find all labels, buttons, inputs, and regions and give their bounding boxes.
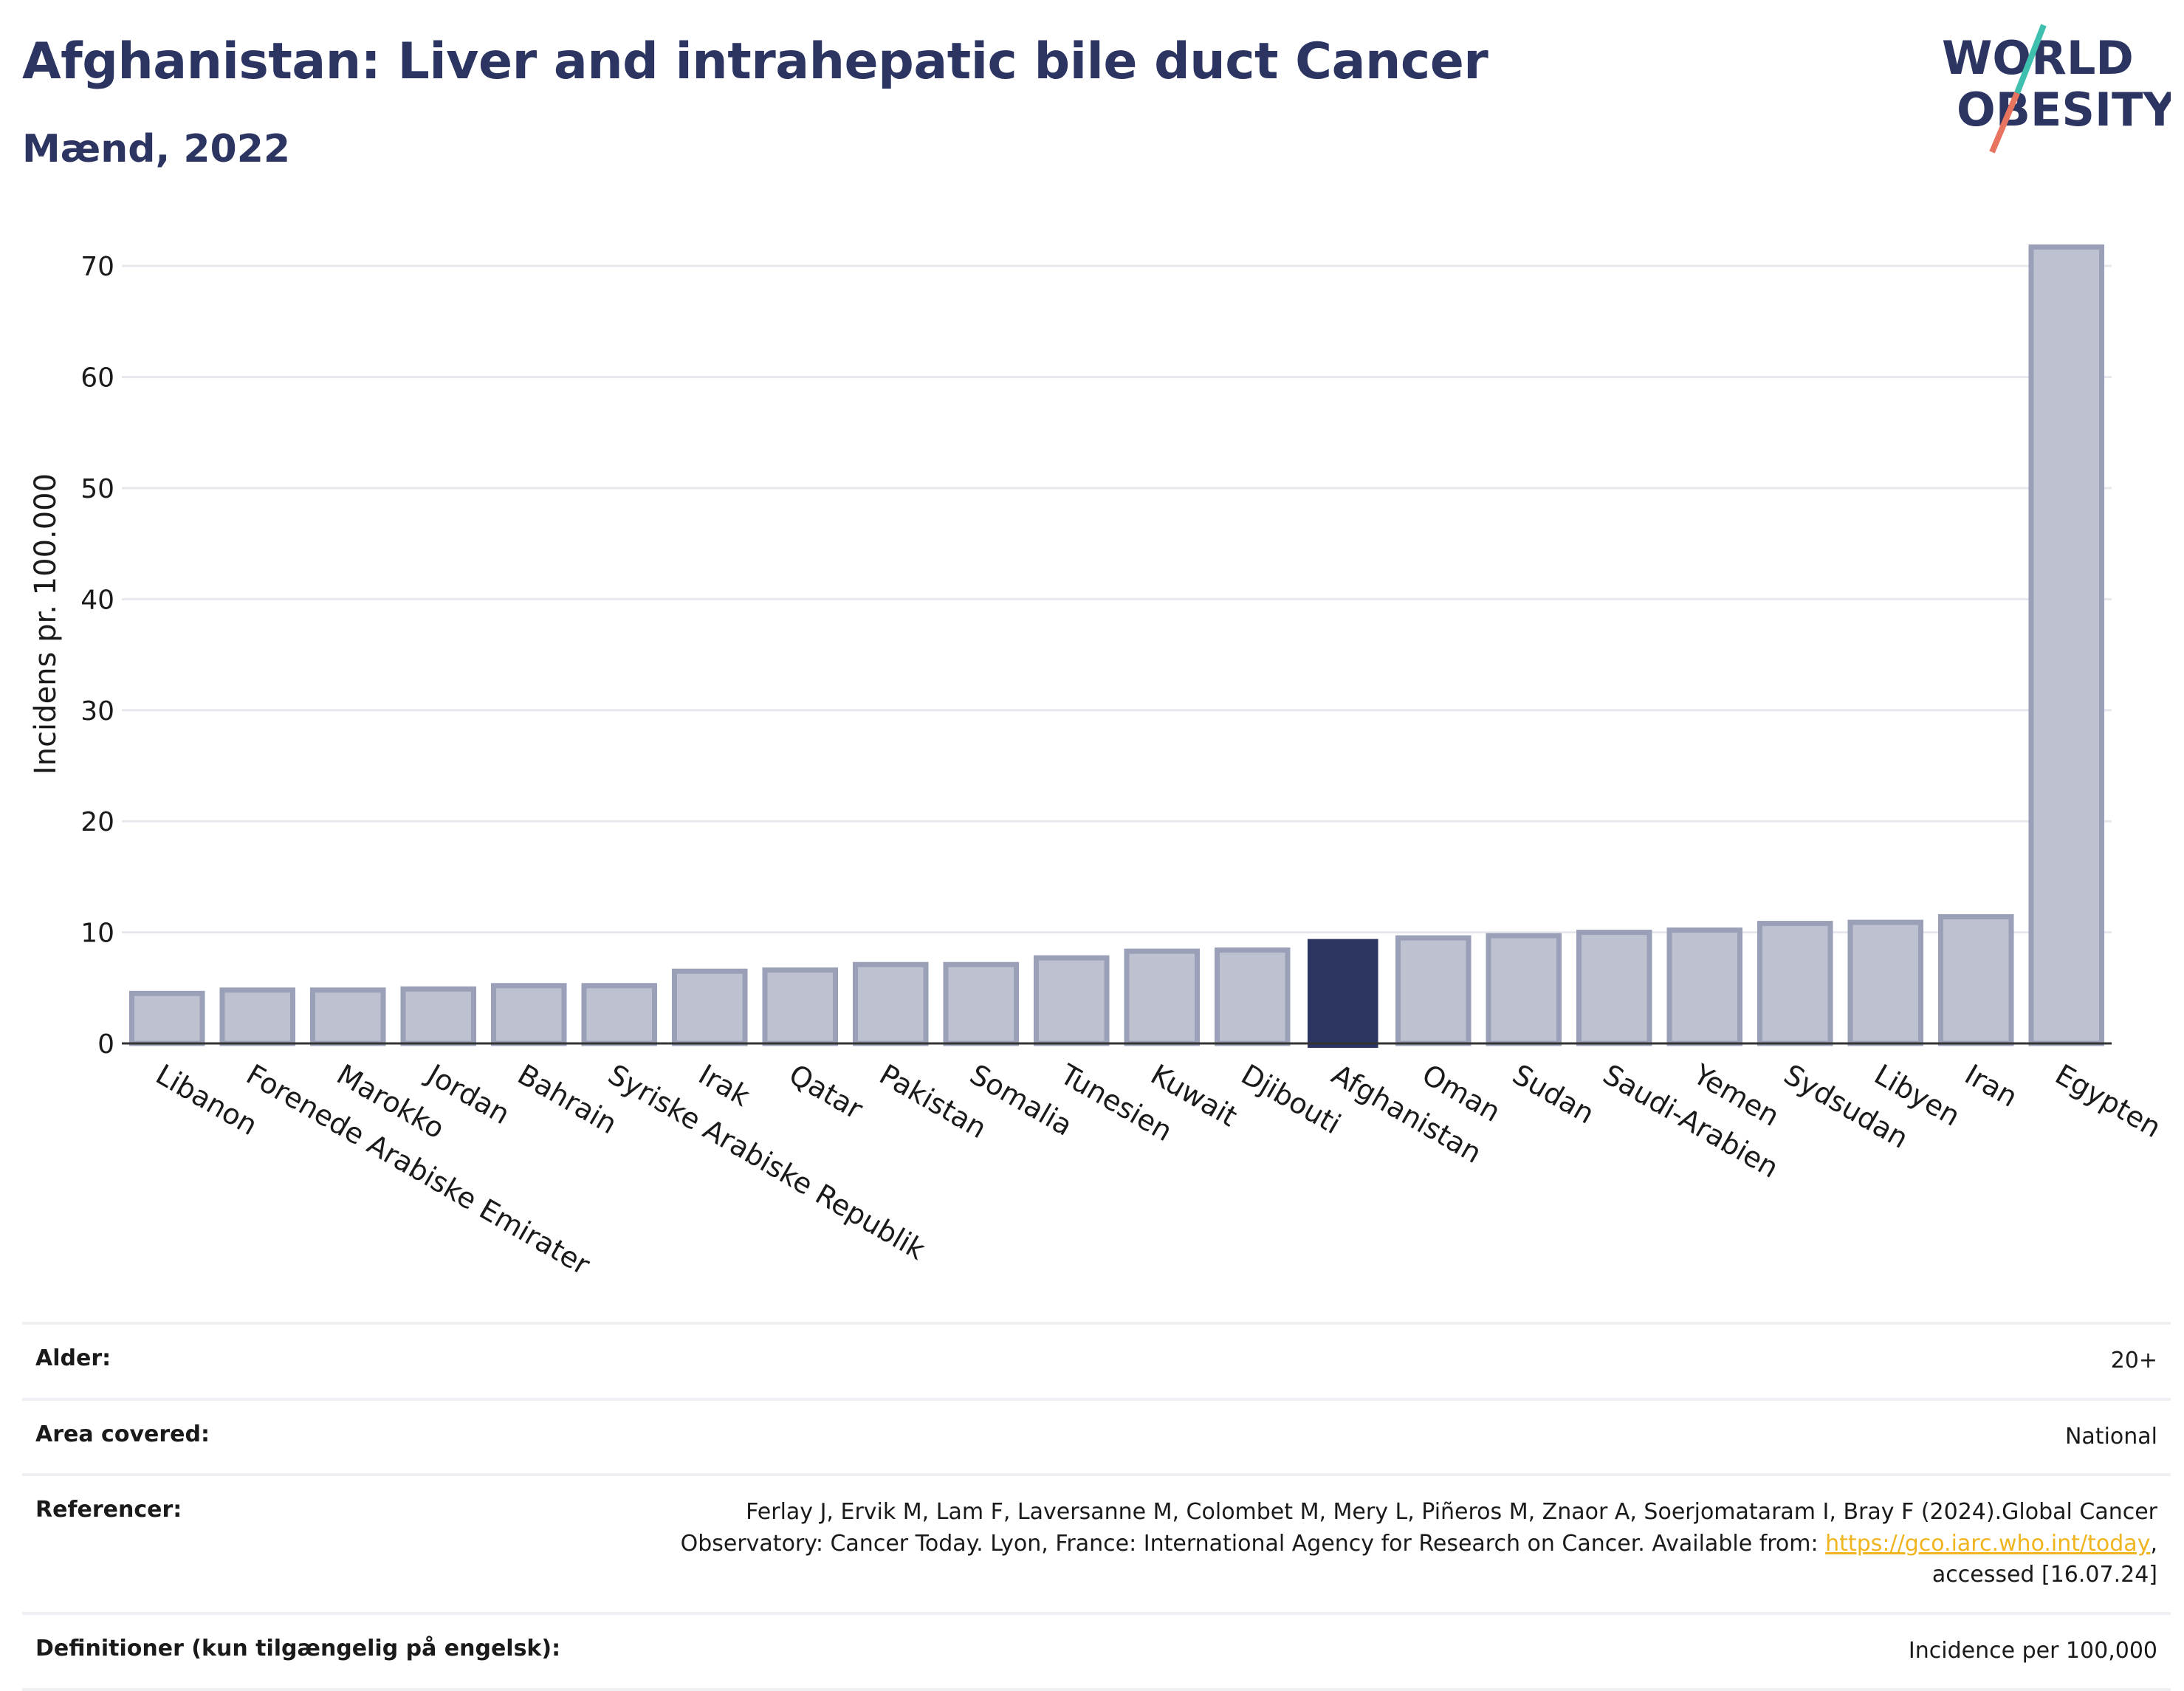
bars (128, 244, 2105, 1048)
reference-text-4: accessed [16.07.24] (1931, 1562, 2157, 1588)
definitions-label: Definitioner (kun tilgængelig på engelsk… (35, 1635, 561, 1661)
bar (1757, 921, 1833, 1046)
info-table: Alder: 20+ Area covered: National Refere… (22, 1322, 2171, 1691)
bar (943, 961, 1020, 1046)
age-value: 20+ (2110, 1348, 2157, 1373)
area-label: Area covered: (35, 1421, 210, 1447)
y-tick-label: 30 (80, 696, 114, 727)
y-tick-label: 70 (80, 252, 114, 282)
bar (400, 986, 477, 1046)
info-row-references: Referencer: Ferlay J, Ervik M, Lam F, La… (22, 1473, 2171, 1612)
y-tick-label: 50 (80, 474, 114, 504)
grid-lines (122, 264, 2112, 934)
bar (1847, 919, 1924, 1046)
reference-text-3: , (2150, 1530, 2157, 1557)
x-tick-label: Bahrain (512, 1058, 622, 1141)
page-title: Afghanistan: Liver and intrahepatic bile… (22, 32, 1488, 91)
x-tick-label: Qatar (783, 1058, 868, 1126)
age-label: Alder: (35, 1345, 111, 1371)
bar (1576, 930, 1652, 1046)
bar (1033, 955, 1110, 1046)
reference-text-2: Observatory: Cancer Today. Lyon, France:… (680, 1530, 1826, 1557)
reference-text-1: Ferlay J, Ervik M, Lam F, Laversanne M, … (746, 1499, 2157, 1526)
bar (219, 987, 296, 1046)
reference-link[interactable]: https://gco.iarc.who.int/today (1825, 1530, 2151, 1557)
x-tick-label: Djibouti (1236, 1058, 1347, 1141)
world-obesity-logo: WORLD OBESITY (1942, 24, 2171, 154)
y-tick-label: 40 (80, 585, 114, 615)
bar (1307, 939, 1378, 1048)
bar (309, 987, 386, 1046)
references-value: Ferlay J, Ervik M, Lam F, Laversanne M, … (681, 1497, 2157, 1591)
x-tick-label: Sudan (1507, 1058, 1600, 1131)
y-axis-label: Incidens pr. 100.000 (29, 473, 63, 775)
bar (1395, 935, 1472, 1046)
bar (128, 990, 205, 1046)
bar (581, 983, 658, 1046)
bar (1214, 947, 1291, 1046)
bar (762, 967, 839, 1046)
info-row-age: Alder: 20+ (22, 1322, 2171, 1398)
bar (671, 968, 748, 1046)
page-subtitle: Mænd, 2022 (22, 127, 291, 171)
bar (852, 961, 929, 1046)
references-label: Referencer: (35, 1497, 182, 1523)
info-row-definitions: Definitioner (kun tilgængelig på engelsk… (22, 1611, 2171, 1691)
bar (1486, 933, 1562, 1046)
bar (1937, 914, 2014, 1046)
bar (490, 983, 567, 1046)
info-row-area: Area covered: National (22, 1397, 2171, 1474)
logo-line-2: OBESITY (1957, 83, 2171, 137)
x-tick-label: Egypten (2050, 1058, 2166, 1145)
y-tick-labels: 0 10 20 30 40 50 60 70 (80, 252, 114, 1060)
x-tick-label: Iran (1960, 1058, 2023, 1114)
y-tick-label: 60 (80, 363, 114, 394)
bar (1124, 948, 1201, 1046)
y-tick-label: 20 (80, 807, 114, 837)
y-tick-label: 10 (80, 919, 114, 949)
area-value: National (2064, 1423, 2157, 1450)
logo-slash-top (2014, 24, 2047, 95)
y-tick-label: 0 (97, 1029, 114, 1060)
x-tick-label: Libanon (151, 1058, 263, 1142)
x-tick-label: Irak (693, 1058, 755, 1113)
logo-slash-bottom (1989, 92, 2020, 154)
definitions-value: Incidence per 100,000 (1908, 1637, 2157, 1664)
bar (1666, 927, 1743, 1046)
bar (2028, 244, 2105, 1046)
